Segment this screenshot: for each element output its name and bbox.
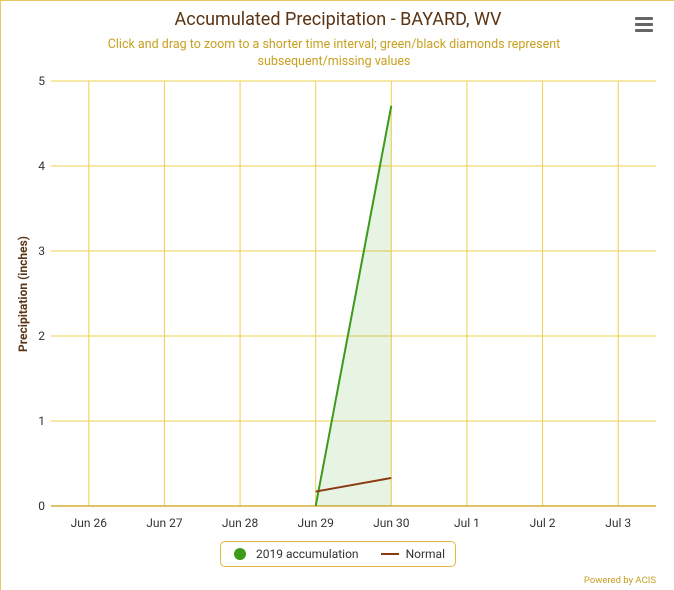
x-tick-label: Jun 27 — [146, 516, 183, 530]
series-line — [314, 105, 393, 507]
y-tick-label: 0 — [38, 499, 45, 513]
menu-button[interactable] — [635, 17, 653, 35]
y-tick-label: 4 — [38, 159, 45, 173]
y-tick-label: 3 — [38, 244, 45, 258]
legend-label: 2019 accumulation — [256, 547, 359, 561]
x-tick-label: Jun 26 — [71, 516, 108, 530]
x-tick-label: Jul 3 — [605, 516, 631, 530]
legend-item[interactable]: 2019 accumulation — [231, 547, 359, 561]
x-tick-label: Jun 30 — [373, 516, 410, 530]
x-tick-label: Jul 2 — [530, 516, 556, 530]
legend: 2019 accumulation Normal — [220, 541, 457, 567]
legend-symbol — [234, 548, 246, 560]
legend-label: Normal — [405, 547, 446, 561]
y-tick-label: 5 — [38, 74, 45, 88]
legend-item[interactable]: Normal — [380, 547, 446, 561]
chart-title: Accumulated Precipitation - BAYARD, WV — [174, 9, 502, 30]
series-line — [315, 476, 392, 493]
legend-symbol — [380, 553, 399, 555]
y-tick-label: 1 — [38, 414, 45, 428]
y-axis-title: Precipitation (inches) — [16, 236, 30, 352]
legend-marker — [234, 548, 246, 560]
x-tick-label: Jul 1 — [454, 516, 480, 530]
x-tick-label: Jun 28 — [222, 516, 259, 530]
y-tick-label: 2 — [38, 329, 45, 343]
chart-subtitle: Click and drag to zoom to a shorter time… — [107, 37, 561, 69]
x-tick-label: Jun 29 — [298, 516, 334, 530]
credit[interactable]: Powered by ACIS — [583, 575, 656, 586]
